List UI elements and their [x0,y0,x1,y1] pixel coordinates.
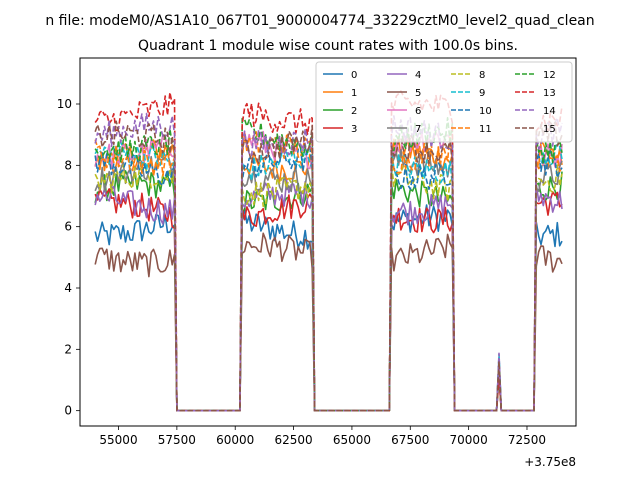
x-tick-label: 57500 [158,433,196,447]
x-offset-label: +3.75e8 [524,455,576,469]
legend-label-15: 15 [543,124,556,135]
x-tick-label: 70000 [450,433,488,447]
x-tick-label: 60000 [216,433,254,447]
legend-label-2: 2 [351,106,357,117]
chart-title: Quadrant 1 module wise count rates with … [138,38,518,54]
legend-label-7: 7 [415,124,421,135]
legend-label-4: 4 [415,70,421,81]
legend-label-13: 13 [543,88,556,99]
plot-area [94,90,563,412]
legend-label-1: 1 [351,88,357,99]
legend-label-5: 5 [415,88,421,99]
x-tick-label: 62500 [274,433,312,447]
figure-suptitle: n file: modeM0/AS1A10_067T01_9000004774_… [45,13,594,29]
legend-box [315,61,573,143]
legend-label-12: 12 [543,70,556,81]
y-axis: 0 2 4 6 8 10 [57,97,80,418]
x-tick-label: 65000 [333,433,371,447]
legend-label-6: 6 [415,106,421,117]
y-tick-label: 8 [64,158,72,172]
x-tick-label: 67500 [391,433,429,447]
legend-label-14: 14 [543,106,556,117]
y-tick-label: 6 [64,220,72,234]
y-tick-label: 0 [64,404,72,418]
y-tick-label: 10 [57,97,72,111]
legend-label-11: 11 [479,124,492,135]
y-tick-label: 2 [64,342,72,356]
y-tick-label: 4 [64,281,72,295]
legend-label-3: 3 [351,124,357,135]
x-tick-label: 55000 [99,433,137,447]
legend-label-9: 9 [479,88,485,99]
series-line-15 [94,120,563,412]
legend-label-8: 8 [479,70,485,81]
legend-label-0: 0 [351,70,357,81]
series-line-13 [94,90,563,412]
x-tick-label: 72500 [508,433,546,447]
x-axis: 55000 57500 60000 62500 65000 67500 70000 72500 [99,426,546,447]
axes-frame [79,57,577,427]
legend-label-10: 10 [479,106,492,117]
